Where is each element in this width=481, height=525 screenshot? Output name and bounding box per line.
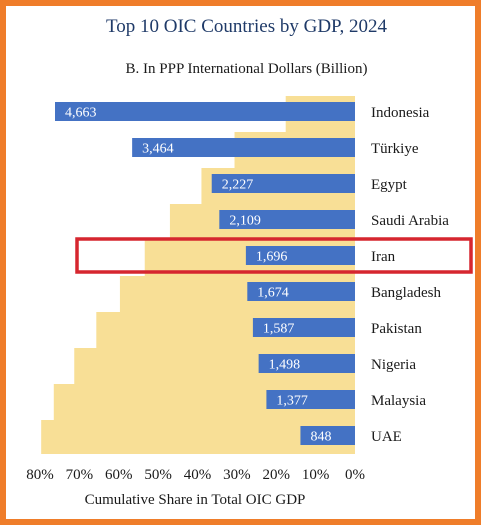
bar bbox=[258, 354, 355, 373]
bar bbox=[132, 138, 355, 157]
bar-value-label: 2,109 bbox=[229, 214, 261, 229]
category-label: Türkiye bbox=[371, 141, 419, 157]
highlight-box bbox=[75, 237, 473, 274]
x-tick-label: 60% bbox=[105, 467, 133, 483]
bar bbox=[245, 246, 355, 265]
chart-title: Top 10 OIC Countries by GDP, 2024 bbox=[105, 16, 388, 37]
category-label: Pakistan bbox=[371, 321, 422, 337]
category-label: Indonesia bbox=[371, 105, 430, 121]
bar-value-label: 1,696 bbox=[256, 250, 287, 265]
bar bbox=[300, 426, 355, 445]
bar-value-label: 848 bbox=[310, 430, 331, 445]
category-label: Malaysia bbox=[371, 393, 426, 409]
x-tick-label: 80% bbox=[26, 467, 54, 483]
highlight bbox=[75, 237, 473, 274]
chart-subtitle: B. In PPP International Dollars (Billion… bbox=[125, 61, 368, 77]
bar bbox=[247, 282, 355, 301]
bar-value-label: 1,498 bbox=[269, 358, 301, 373]
x-tick-label: 50% bbox=[144, 467, 172, 483]
bars: 4,663 3,464 2,227 2,109 1,696 1,674 1,587 1,498… bbox=[55, 102, 355, 445]
category-label: Egypt bbox=[371, 177, 408, 193]
bar bbox=[55, 102, 355, 121]
bar-value-label: 1,377 bbox=[276, 394, 308, 409]
category-label: UAE bbox=[371, 429, 402, 445]
category-labels: Indonesia Türkiye Egypt Saudi Arabia Iran Ban… bbox=[371, 105, 449, 445]
bar-value-label: 1,587 bbox=[263, 322, 295, 337]
x-tick-label: 0% bbox=[345, 467, 365, 483]
bar-value-label: 2,227 bbox=[222, 178, 254, 193]
bar-value-label: 4,663 bbox=[65, 106, 97, 121]
bar-value-label: 3,464 bbox=[142, 142, 174, 157]
category-label: Bangladesh bbox=[371, 285, 441, 301]
x-tick-label: 10% bbox=[302, 467, 330, 483]
x-tick-label: 70% bbox=[66, 467, 94, 483]
category-label: Saudi Arabia bbox=[371, 213, 449, 229]
bar bbox=[219, 210, 355, 229]
bar bbox=[266, 390, 355, 409]
category-label: Iran bbox=[371, 249, 396, 265]
x-tick-label: 40% bbox=[184, 467, 212, 483]
x-axis-label: Cumulative Share in Total OIC GDP bbox=[84, 492, 306, 508]
bar bbox=[211, 174, 355, 193]
bar bbox=[252, 318, 355, 337]
x-axis-ticks: 80% 70% 60% 50% 40% 30% 20% 10% 0% bbox=[26, 467, 365, 483]
category-label: Nigeria bbox=[371, 357, 416, 373]
bar-value-label: 1,674 bbox=[257, 286, 289, 301]
x-tick-label: 30% bbox=[223, 467, 251, 483]
x-tick-label: 20% bbox=[263, 467, 291, 483]
